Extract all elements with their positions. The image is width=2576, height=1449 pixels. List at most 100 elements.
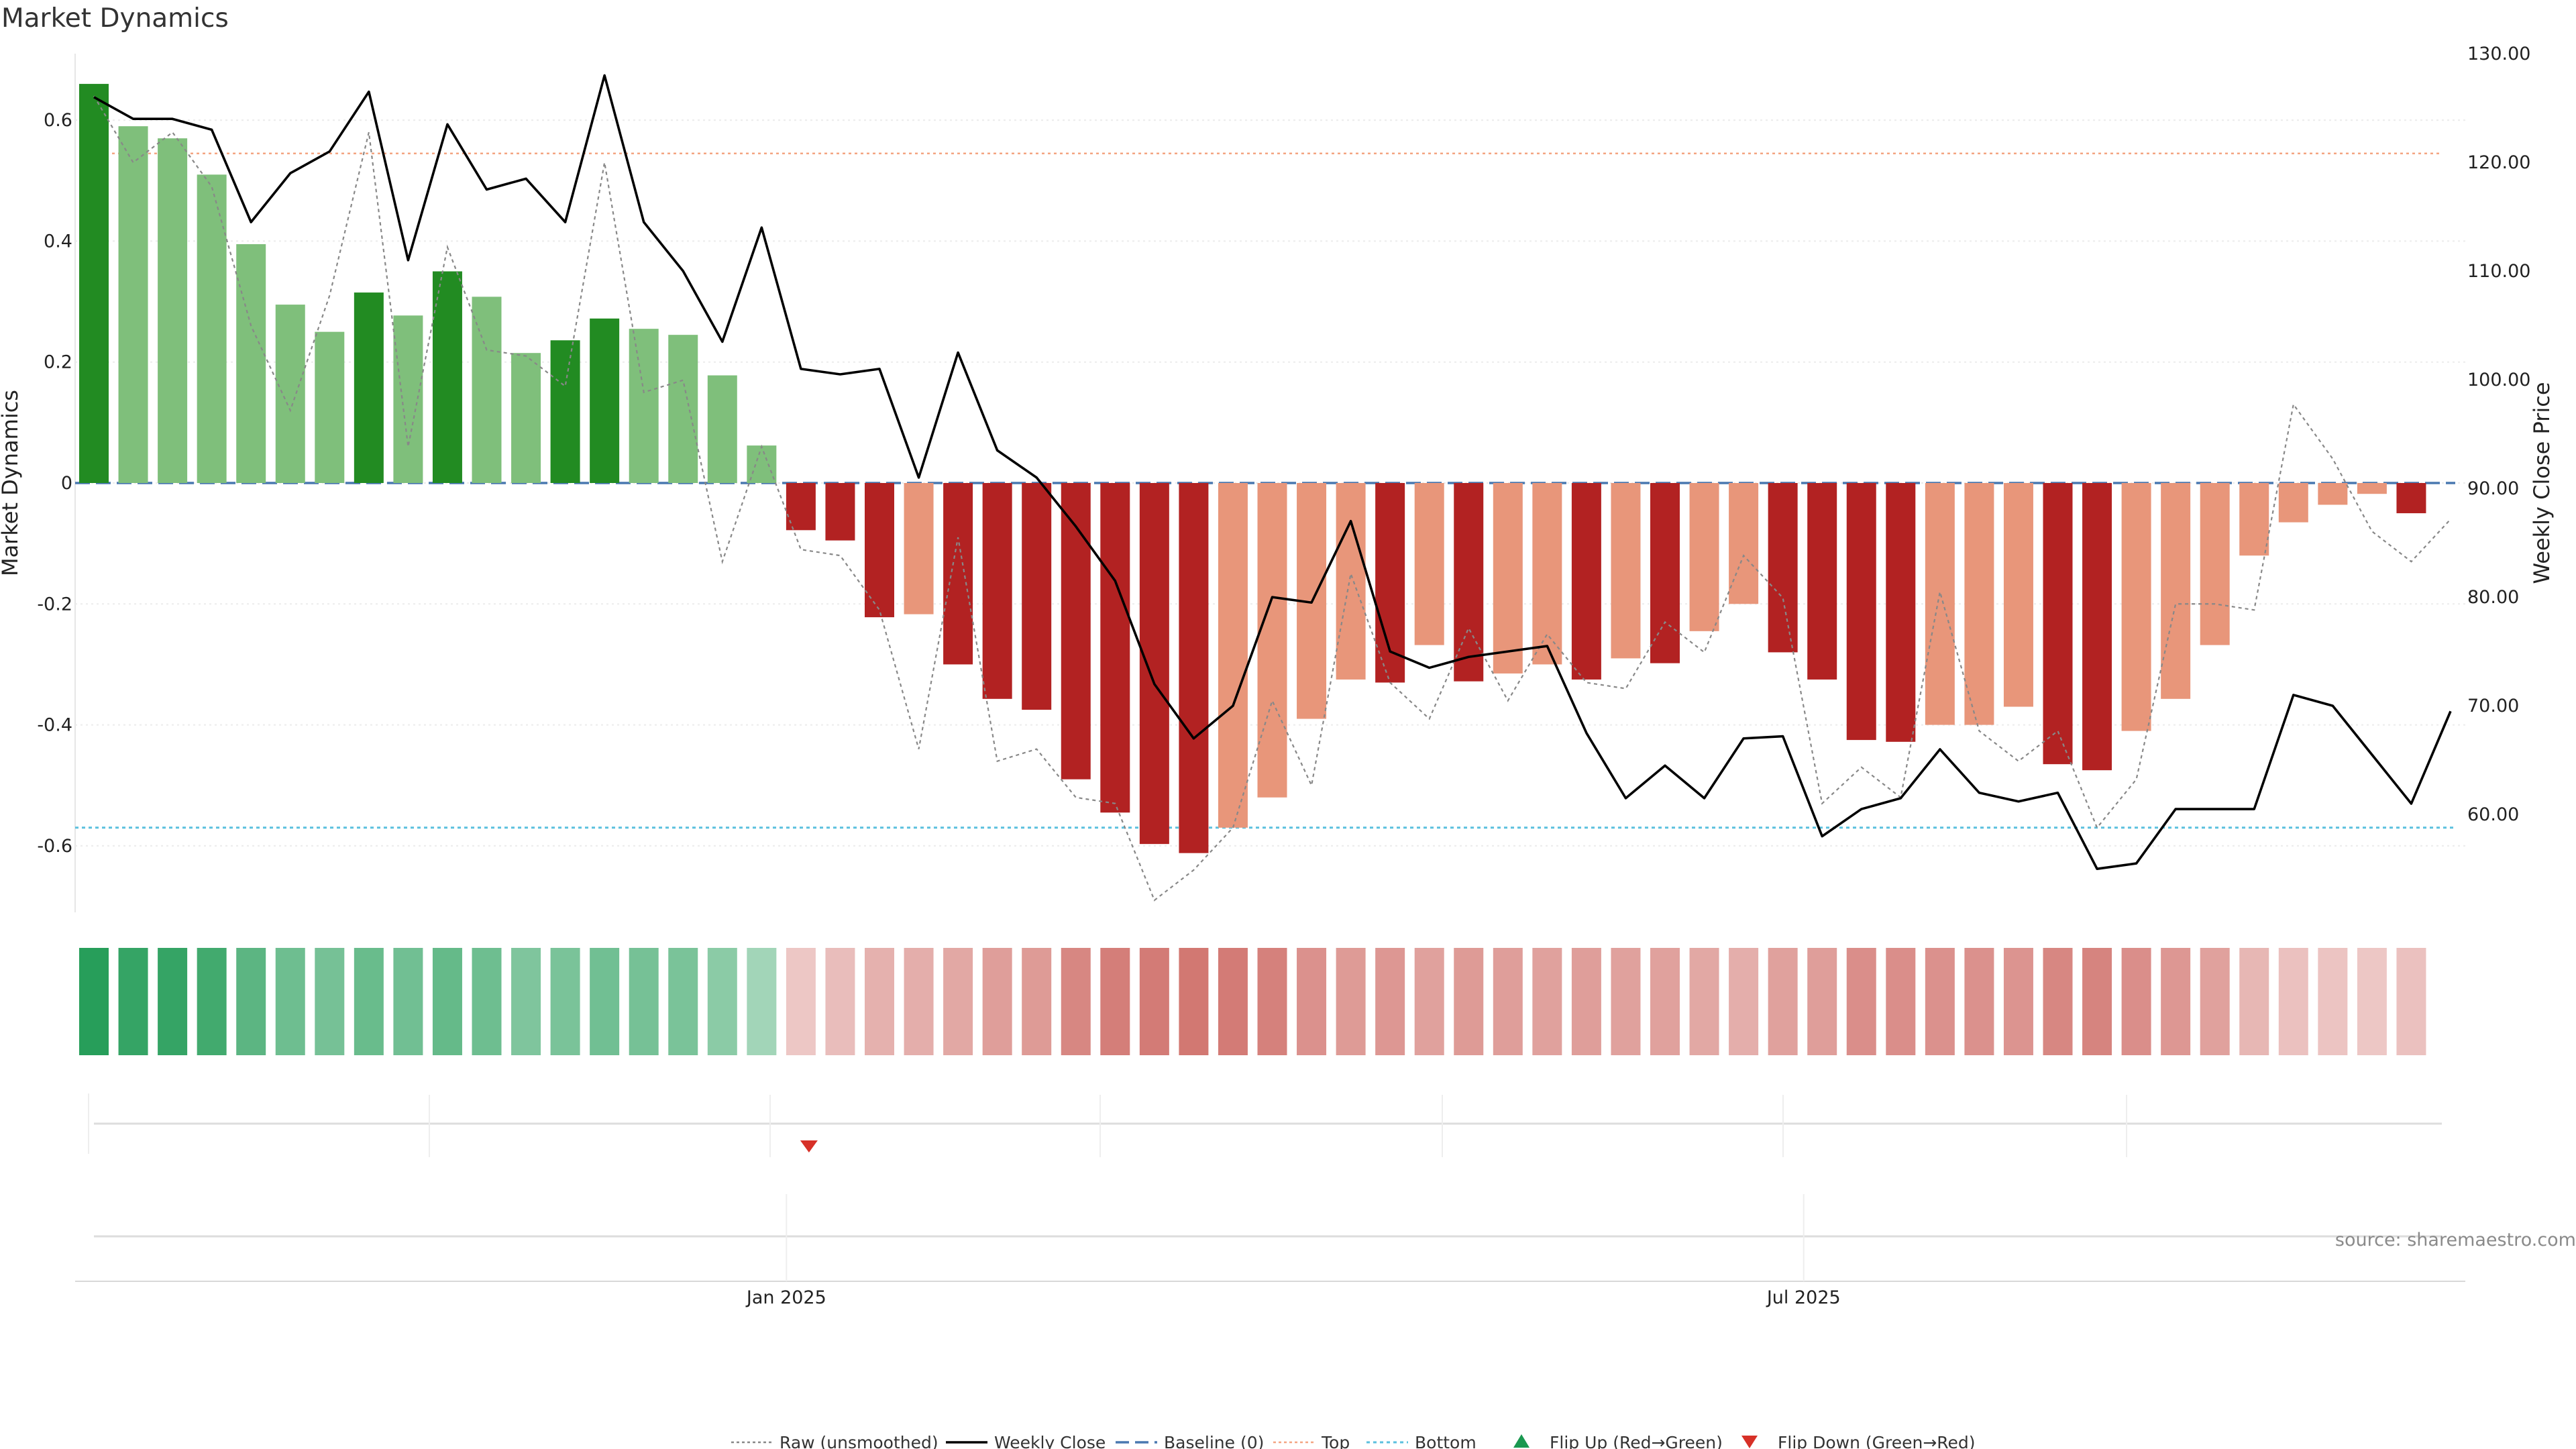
legend-label: Bottom xyxy=(1415,1433,1477,1449)
y2-tick-label: 90.00 xyxy=(2467,478,2519,499)
bar xyxy=(629,329,659,483)
strip-cell xyxy=(1218,948,1248,1055)
y-tick-label: 0.2 xyxy=(44,352,72,373)
source-note: source: sharemaestro.com xyxy=(2335,1230,2576,1250)
y-tick-label: -0.6 xyxy=(37,836,72,857)
bar xyxy=(1454,483,1484,682)
bar xyxy=(2200,483,2230,645)
bar xyxy=(2161,483,2191,699)
y2-tick-label: 80.00 xyxy=(2467,587,2519,608)
strip-cell xyxy=(2121,948,2151,1055)
bar xyxy=(1336,483,1366,680)
y2-axis-label: Weekly Close Price xyxy=(2529,382,2555,584)
bar xyxy=(79,84,109,483)
strip-cell xyxy=(1532,948,1562,1055)
bar xyxy=(1493,483,1523,674)
strip-cell xyxy=(315,948,345,1055)
strip-cell xyxy=(118,948,148,1055)
bar xyxy=(1100,483,1130,813)
strip-cell xyxy=(707,948,737,1055)
strip-cell xyxy=(550,948,580,1055)
strip-cell xyxy=(354,948,384,1055)
legend-label: Flip Down (Green→Red) xyxy=(1778,1433,1976,1449)
strip-cell xyxy=(1493,948,1523,1055)
strip-cell xyxy=(590,948,620,1055)
strip-cell xyxy=(197,948,227,1055)
strip-cell xyxy=(1336,948,1366,1055)
strip-cell xyxy=(2318,948,2348,1055)
bar xyxy=(315,331,345,483)
bar xyxy=(1139,483,1169,845)
strip-cell xyxy=(2003,948,2033,1055)
strip-cell xyxy=(1139,948,1169,1055)
strip-cell xyxy=(747,948,777,1055)
bar xyxy=(511,353,541,483)
x-tick-label: Jul 2025 xyxy=(1766,1287,1841,1308)
bar xyxy=(1964,483,1994,725)
strip-cell xyxy=(1846,948,1876,1055)
legend-label: Baseline (0) xyxy=(1164,1433,1264,1449)
bars-group xyxy=(79,84,2426,853)
bar xyxy=(2121,483,2151,731)
bar xyxy=(275,305,305,483)
strip-cell xyxy=(2278,948,2308,1055)
bar xyxy=(1022,483,1052,710)
bar xyxy=(668,335,698,483)
legend-label: Weekly Close xyxy=(994,1433,1106,1449)
flip-panel-grid xyxy=(429,1095,2127,1157)
y-tick-label: 0 xyxy=(61,473,72,494)
bar xyxy=(707,375,737,483)
strip-cell xyxy=(393,948,423,1055)
flip-markers xyxy=(800,1140,818,1152)
bar xyxy=(2278,483,2308,523)
strip-cell xyxy=(1807,948,1837,1055)
legend-label: Raw (unsmoothed) xyxy=(780,1433,938,1449)
bar xyxy=(1768,483,1798,653)
bar xyxy=(1532,483,1562,665)
y2-tick-label: 100.00 xyxy=(2467,370,2530,390)
strip-cell xyxy=(1729,948,1759,1055)
strip-cell xyxy=(1375,948,1405,1055)
raw-line xyxy=(93,95,2451,902)
bar xyxy=(904,483,934,614)
strip-cell xyxy=(236,948,266,1055)
strip-cell xyxy=(904,948,934,1055)
strip-cell xyxy=(943,948,973,1055)
strip-cell xyxy=(2161,948,2191,1055)
bottom-panel: Jan 2025 Jul 2025 xyxy=(75,1194,2465,1308)
bar xyxy=(393,315,423,483)
bar xyxy=(2318,483,2348,505)
weekly-close-group xyxy=(93,74,2452,870)
strip-cell xyxy=(786,948,816,1055)
bar xyxy=(1886,483,1916,742)
y2-tick-label: 70.00 xyxy=(2467,696,2519,716)
bar xyxy=(1925,483,1955,725)
bar xyxy=(982,483,1012,699)
bar xyxy=(1689,483,1719,631)
y-tick-label: -0.2 xyxy=(37,594,72,614)
bar xyxy=(1729,483,1759,604)
strip-cell xyxy=(1257,948,1287,1055)
bar xyxy=(1807,483,1837,680)
bar xyxy=(2239,483,2269,556)
flip-down-marker xyxy=(800,1140,818,1152)
strip-cell xyxy=(1454,948,1484,1055)
y2-tick-label: 120.00 xyxy=(2467,152,2530,173)
bar xyxy=(865,483,894,618)
strip-cell xyxy=(1179,948,1209,1055)
strip-cell xyxy=(825,948,855,1055)
bar xyxy=(118,126,148,484)
strip-cell xyxy=(865,948,894,1055)
x-tick-label: Jan 2025 xyxy=(745,1287,826,1308)
legend-label: Top xyxy=(1321,1433,1350,1449)
bar xyxy=(1257,483,1287,798)
bar xyxy=(2043,483,2073,765)
strip-cell xyxy=(1297,948,1327,1055)
y2-axis-ticks: 130.00 120.00 110.00 100.00 90.00 80.00 70.00 6… xyxy=(2467,44,2530,825)
strip-cell xyxy=(1100,948,1130,1055)
strip-cell xyxy=(432,948,462,1055)
strip-cell xyxy=(2082,948,2112,1055)
y-tick-label: -0.4 xyxy=(37,715,72,736)
strip-cell xyxy=(79,948,109,1055)
